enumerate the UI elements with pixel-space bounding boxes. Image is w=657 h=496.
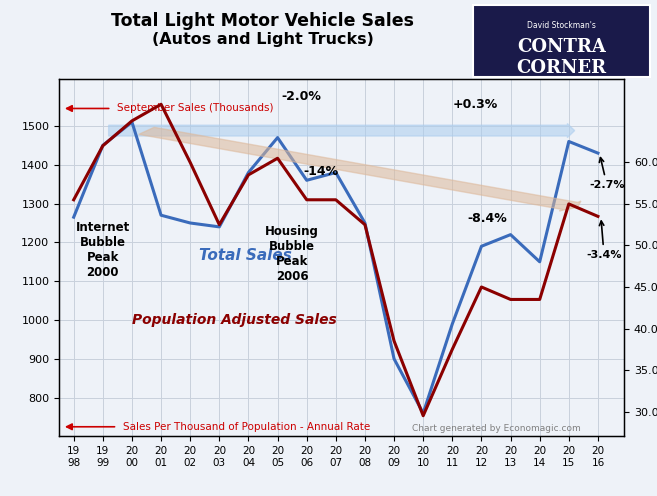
Text: (Autos and Light Trucks): (Autos and Light Trucks) <box>152 32 374 47</box>
Text: Sales Per Thousand of Population - Annual Rate: Sales Per Thousand of Population - Annua… <box>124 422 371 432</box>
Text: -2.0%: -2.0% <box>281 90 321 103</box>
Text: September Sales (Thousands): September Sales (Thousands) <box>118 104 274 114</box>
Text: -8.4%: -8.4% <box>467 212 507 225</box>
Text: Total Light Motor Vehicle Sales: Total Light Motor Vehicle Sales <box>111 12 415 30</box>
Text: -14%: -14% <box>304 165 339 178</box>
Text: -2.7%: -2.7% <box>589 158 625 190</box>
Text: CONTRA: CONTRA <box>517 38 606 56</box>
FancyArrow shape <box>139 127 581 211</box>
Text: -3.4%: -3.4% <box>586 221 622 260</box>
Text: Housing
Bubble
Peak
2006: Housing Bubble Peak 2006 <box>265 225 319 283</box>
Text: Population Adjusted Sales: Population Adjusted Sales <box>132 313 336 327</box>
Text: +0.3%: +0.3% <box>453 99 498 112</box>
Text: CORNER: CORNER <box>516 59 607 77</box>
Text: Total Sales: Total Sales <box>199 248 292 263</box>
Text: David Stockman's: David Stockman's <box>528 21 596 30</box>
Text: Chart generated by Economagic.com: Chart generated by Economagic.com <box>412 425 580 434</box>
FancyArrow shape <box>108 124 575 137</box>
Text: Internet
Bubble
Peak
2000: Internet Bubble Peak 2000 <box>76 221 130 279</box>
